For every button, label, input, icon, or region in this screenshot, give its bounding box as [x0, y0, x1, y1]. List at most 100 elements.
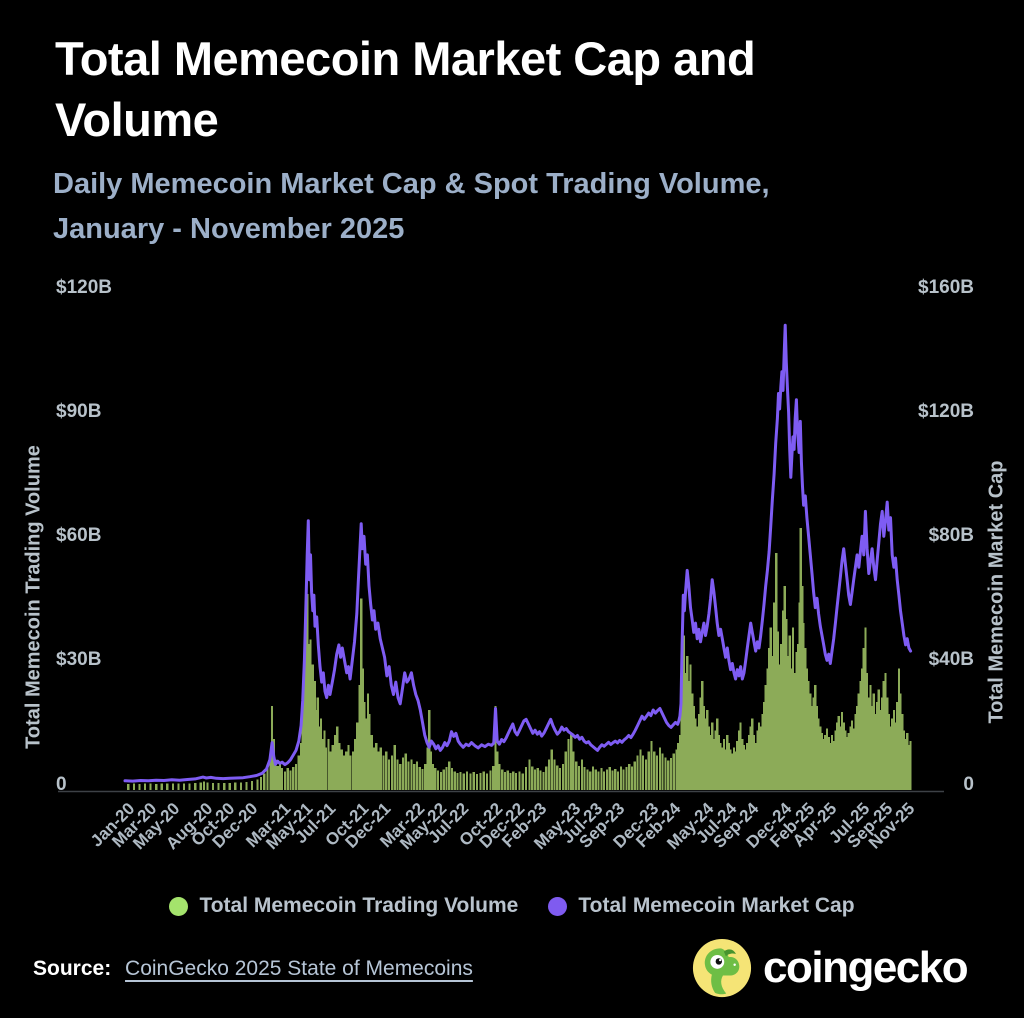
volume-bar [521, 773, 524, 790]
volume-bar [892, 710, 895, 790]
volume-bar [778, 664, 781, 790]
volume-bar [809, 693, 812, 790]
volume-bar [462, 773, 465, 790]
volume-bar [869, 685, 872, 790]
volume-bar [550, 749, 553, 790]
volume-bar [780, 643, 783, 790]
page-subtitle-line2: January - November 2025 [53, 213, 405, 245]
right-axis-tick-label: $40B [928, 649, 974, 671]
volume-bar [682, 635, 685, 790]
volume-bar [630, 766, 634, 790]
volume-bar [421, 768, 424, 790]
volume-bar [518, 771, 521, 790]
volume-bar [896, 701, 899, 791]
volume-bar [375, 743, 378, 790]
volume-bar [503, 772, 507, 790]
volume-bar [694, 718, 697, 790]
volume-bar [278, 761, 281, 790]
volume-bar [857, 693, 860, 790]
volume-bar [316, 697, 319, 790]
volume-bar [815, 705, 819, 790]
volume-bar [492, 765, 495, 790]
volume-bar [739, 722, 742, 790]
volume-bar [761, 714, 764, 790]
volume-bar [881, 697, 884, 790]
volume-bar [851, 720, 854, 790]
coingecko-logo: coingecko [692, 938, 969, 998]
source-link[interactable]: CoinGecko 2025 State of Memecoins [125, 957, 473, 980]
volume-bar [871, 705, 874, 790]
page-title-line1: Total Memecoin Market Cap and [55, 32, 756, 85]
volume-bar [217, 783, 220, 790]
volume-bar [814, 685, 817, 790]
volume-bar [751, 718, 754, 790]
marketcap-line [123, 323, 913, 783]
left-axis-tick-label: $30B [56, 649, 102, 671]
volume-bar [472, 772, 475, 790]
volume-bar [266, 768, 269, 790]
right-axis-tick-label: $160B [918, 277, 974, 298]
volume-bar [678, 734, 681, 790]
volume-bar [276, 765, 279, 790]
volume-bar [769, 627, 772, 790]
volume-bar [368, 714, 371, 790]
volume-bar [757, 722, 761, 790]
volume-bar [672, 753, 675, 790]
volume-bar [810, 705, 814, 790]
volume-bar [716, 718, 719, 790]
volume-bar [681, 652, 684, 790]
volume-bar [302, 693, 305, 790]
volume-bar [773, 602, 776, 790]
volume-bar [424, 763, 427, 790]
volume-bar [793, 672, 796, 790]
volume-bar [358, 685, 361, 790]
volume-bar [830, 734, 834, 790]
volume-bar [338, 743, 341, 790]
volume-bar [336, 726, 339, 790]
volume-bar [737, 730, 741, 790]
volume-bar [356, 722, 359, 790]
volume-bar [633, 761, 636, 790]
volume-bar [697, 714, 700, 790]
volume-bar [466, 771, 469, 790]
volume-bar [132, 783, 135, 790]
volume-bar [864, 627, 867, 790]
volume-bar [600, 768, 603, 790]
volume-bar [171, 783, 174, 790]
volume-bar [536, 768, 539, 790]
volume-bar [528, 759, 531, 790]
volume-bar [223, 782, 226, 790]
volume-bar [396, 759, 399, 790]
volume-bar [844, 730, 847, 790]
volume-bar [766, 668, 769, 790]
volume-bar [729, 749, 732, 790]
volume-bar [617, 771, 620, 790]
legend-item-market-cap: Total Memecoin Market Cap [548, 894, 855, 918]
volume-bar [149, 783, 152, 790]
right-axis-tick-label: $120B [918, 401, 974, 423]
volume-bar [867, 697, 870, 790]
volume-bar [854, 714, 857, 790]
volume-bar [650, 741, 653, 790]
volume-bar [762, 701, 766, 791]
volume-bar [321, 739, 324, 790]
volume-bar [559, 768, 562, 790]
volume-bar [327, 739, 330, 790]
volume-bar [866, 672, 869, 790]
volume-bar [669, 758, 673, 790]
volume-bar [331, 745, 334, 790]
volume-bar [347, 745, 350, 790]
volume-bar [583, 767, 586, 790]
volume-bar [188, 783, 191, 790]
volume-bar [689, 664, 692, 790]
volume-bar [597, 771, 600, 790]
volume-bar [160, 783, 163, 790]
volume-bar [382, 755, 385, 790]
volume-bar [274, 759, 277, 790]
volume-bar [796, 643, 800, 790]
volume-bar [822, 739, 825, 790]
left-axis-title: Total Memecoin Trading Volume [22, 445, 45, 749]
source-row: Source: CoinGecko 2025 State of Memecoin… [33, 957, 473, 981]
volume-bar [861, 668, 864, 790]
